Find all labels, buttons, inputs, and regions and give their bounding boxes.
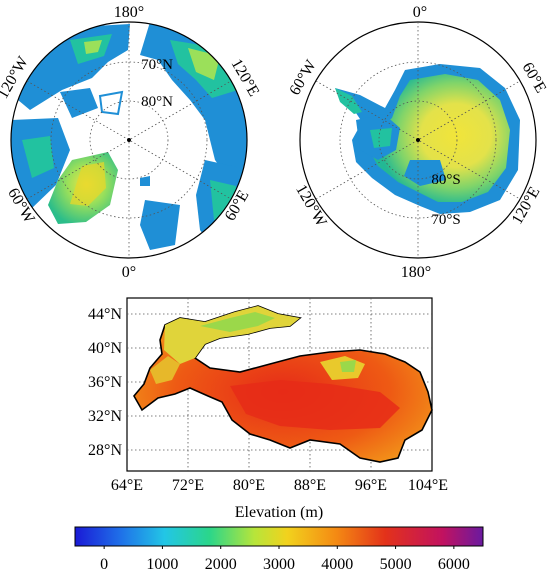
colorbar-ticks: 0 1000 2000 3000 4000 5000 6000 bbox=[100, 546, 470, 573]
colorbar-title: Elevation (m) bbox=[235, 504, 323, 521]
x-tick-72e: 72°E bbox=[172, 477, 204, 494]
y-tick-40n: 40°N bbox=[88, 340, 122, 357]
colorbar-tick-label: 1000 bbox=[146, 556, 178, 573]
antarctic-map: 0° 180° 60°W 120°W 60°E 120°E 80°S 70°S bbox=[286, 4, 549, 281]
antarctic-lat-70: 70°S bbox=[431, 212, 460, 228]
colorbar: Elevation (m) 0 1000 2000 3000 4000 5000 6000 bbox=[74, 504, 484, 573]
antarctic-lat-80: 80°S bbox=[431, 172, 460, 188]
antarctic-landmass bbox=[335, 64, 520, 214]
arctic-lon-top: 180° bbox=[114, 4, 144, 21]
colorbar-tick-label: 4000 bbox=[321, 556, 353, 573]
y-tick-32n: 32°N bbox=[88, 408, 122, 425]
y-tick-36n: 36°N bbox=[88, 374, 122, 391]
y-tick-28n: 28°N bbox=[88, 442, 122, 459]
x-tick-104e: 104°E bbox=[408, 477, 448, 494]
colorbar-ramp bbox=[74, 526, 484, 547]
colorbar-tick-label: 3000 bbox=[263, 556, 295, 573]
colorbar-tick-label: 2000 bbox=[205, 556, 237, 573]
antarctic-lon-bottom: 180° bbox=[401, 264, 431, 281]
colorbar-tick-label: 0 bbox=[100, 556, 108, 573]
x-tick-88e: 88°E bbox=[294, 477, 326, 494]
colorbar-tick-label: 5000 bbox=[380, 556, 412, 573]
antarctic-lon-top: 0° bbox=[413, 4, 427, 21]
arctic-lon-bottom: 0° bbox=[122, 264, 136, 281]
tibet-map: 44°N 40°N 36°N 32°N 28°N 64°E 72°E 80°E … bbox=[88, 297, 448, 494]
x-tick-96e: 96°E bbox=[355, 477, 387, 494]
arctic-lat-80: 80°N bbox=[141, 94, 173, 110]
x-tick-64e: 64°E bbox=[111, 477, 143, 494]
x-tick-80e: 80°E bbox=[233, 477, 265, 494]
arctic-map: 180° 0° 120°W 60°W 120°E 60°E 70°N 80°N bbox=[0, 4, 262, 281]
colorbar-tick-label: 6000 bbox=[438, 556, 470, 573]
arctic-lat-70: 70°N bbox=[141, 57, 173, 73]
y-tick-44n: 44°N bbox=[88, 306, 122, 323]
